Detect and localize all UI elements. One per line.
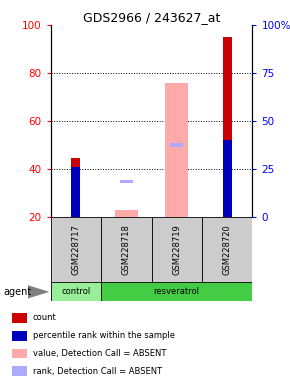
Text: GSM228718: GSM228718 — [122, 224, 131, 275]
Bar — [171, 142, 183, 147]
Bar — [71, 158, 81, 217]
Text: GSM228720: GSM228720 — [223, 224, 232, 275]
Bar — [12, 349, 27, 358]
Text: control: control — [61, 287, 90, 296]
Title: GDS2966 / 243627_at: GDS2966 / 243627_at — [83, 11, 220, 24]
Bar — [12, 313, 27, 323]
Bar — [222, 140, 232, 217]
Bar — [71, 167, 81, 217]
Text: percentile rank within the sample: percentile rank within the sample — [32, 331, 175, 340]
Bar — [12, 366, 27, 376]
Polygon shape — [28, 285, 49, 299]
Bar — [51, 217, 101, 282]
Bar — [115, 210, 138, 217]
Text: agent: agent — [3, 287, 31, 297]
Text: resveratrol: resveratrol — [154, 287, 200, 296]
Bar — [12, 331, 27, 341]
Bar — [51, 282, 101, 301]
Bar — [165, 83, 188, 217]
Bar — [202, 217, 252, 282]
Bar — [222, 37, 232, 217]
Bar — [152, 217, 202, 282]
Text: value, Detection Call = ABSENT: value, Detection Call = ABSENT — [32, 349, 166, 358]
Bar — [101, 282, 252, 301]
Text: rank, Detection Call = ABSENT: rank, Detection Call = ABSENT — [32, 367, 162, 376]
Bar — [101, 217, 152, 282]
Bar — [120, 180, 133, 184]
Text: GSM228717: GSM228717 — [71, 224, 80, 275]
Text: count: count — [32, 313, 56, 323]
Text: GSM228719: GSM228719 — [172, 224, 181, 275]
